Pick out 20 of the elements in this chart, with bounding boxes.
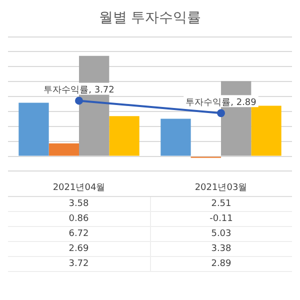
bar <box>160 118 191 156</box>
data-label: 5.03 <box>150 226 292 242</box>
x-tick-label: 2021년04월 <box>52 182 106 193</box>
data-label: 3.58 <box>8 196 150 212</box>
data-label: 3.38 <box>150 242 292 256</box>
data-label: 2.51 <box>150 196 292 212</box>
bar <box>251 106 282 156</box>
bar <box>48 143 79 156</box>
x-tick-label: 2021년03월 <box>194 182 248 193</box>
data-label: 2.89 <box>150 256 292 272</box>
chart-title: 월별 투자수익률 <box>98 10 202 26</box>
bar <box>18 102 49 156</box>
annotation: 투자수익률, 2.89 <box>186 98 257 108</box>
data-label: 6.72 <box>8 226 150 242</box>
bar <box>109 116 140 156</box>
data-label: 2.69 <box>8 242 150 256</box>
annotation: 투자수익률, 3.72 <box>44 86 114 96</box>
data-label: 0.86 <box>8 212 150 226</box>
data-label: -0.11 <box>150 212 292 226</box>
data-label: 3.72 <box>8 256 150 272</box>
